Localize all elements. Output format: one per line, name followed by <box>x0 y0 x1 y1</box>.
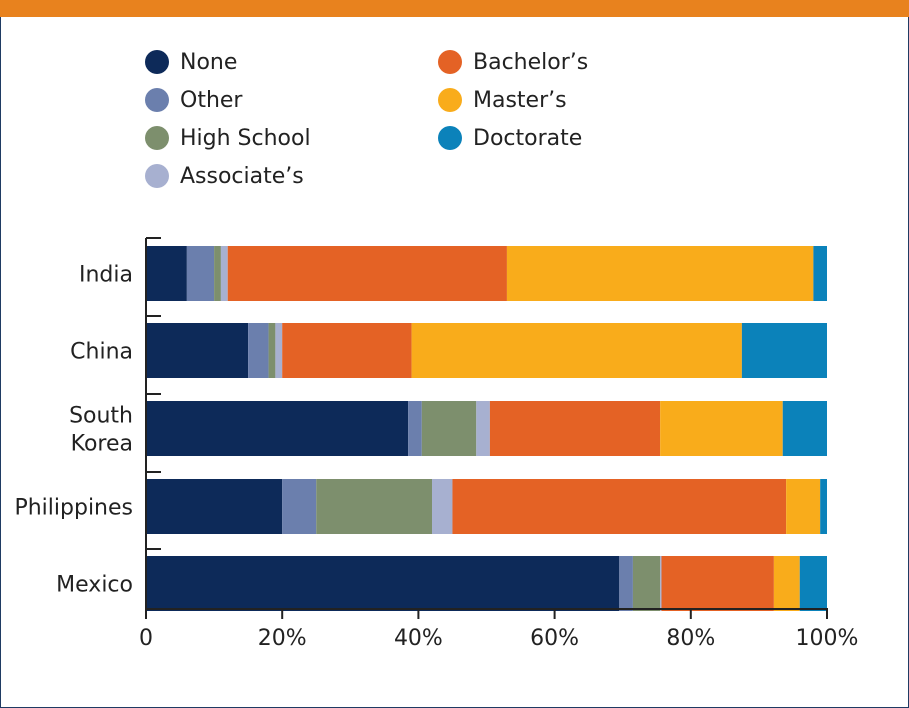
bar-segment <box>282 479 317 534</box>
bar-segment <box>619 556 633 611</box>
category-label: Mexico <box>56 573 133 598</box>
bar-segment <box>411 323 742 378</box>
x-tick-label: 0 <box>139 626 153 651</box>
bar-segment <box>661 556 774 611</box>
x-tick-label: 80% <box>666 626 715 651</box>
legend-item: High School <box>145 124 311 152</box>
bar-segment <box>146 323 249 378</box>
bar-segment <box>432 479 453 534</box>
bar-segment <box>220 246 228 301</box>
bar-segment <box>214 246 221 301</box>
legend-item: Bachelor’s <box>438 48 588 76</box>
bar-segment <box>476 401 490 456</box>
bar-segment <box>268 323 276 378</box>
bar-segment <box>489 401 661 456</box>
legend-item: Associate’s <box>145 162 304 190</box>
category-label: Korea <box>71 432 133 457</box>
bar-segment <box>660 401 783 456</box>
legend-swatch <box>438 126 462 150</box>
legend-swatch <box>145 164 169 188</box>
category-label: South <box>69 404 133 429</box>
legend-label: Doctorate <box>473 125 583 151</box>
x-tick-label: 20% <box>258 626 307 651</box>
bar-segment <box>146 479 283 534</box>
bar-segment <box>782 401 827 456</box>
bar-segment <box>186 246 215 301</box>
legend-label: None <box>180 49 238 75</box>
legend-label: Bachelor’s <box>473 49 589 75</box>
legend-swatch <box>145 50 169 74</box>
legend-label: Master’s <box>473 87 567 113</box>
category-label: India <box>79 263 133 288</box>
bar-segment <box>421 401 477 456</box>
legend-label: Other <box>180 87 243 113</box>
category-label: Philippines <box>14 496 133 521</box>
bar-segment <box>813 246 827 301</box>
legend-item: Doctorate <box>438 124 582 152</box>
legend-item: None <box>145 48 237 76</box>
bar-segment <box>773 556 800 611</box>
bar-segment <box>146 401 409 456</box>
bar-segment <box>786 479 821 534</box>
bar-segment <box>146 556 620 611</box>
chart-legend: None Other High School Associate’s Bachelor’… <box>145 48 645 198</box>
bar-segment <box>248 323 269 378</box>
bar-segment <box>282 323 412 378</box>
bar-segment <box>275 323 283 378</box>
x-tick-label: 40% <box>394 626 443 651</box>
bar-segment <box>741 323 827 378</box>
legend-swatch <box>145 126 169 150</box>
legend-label: Associate’s <box>180 163 304 189</box>
legend-item: Master’s <box>438 86 567 114</box>
bar-segment <box>799 556 827 611</box>
legend-swatch <box>438 88 462 112</box>
bar-segment <box>316 479 433 534</box>
top-accent-bar <box>0 0 909 17</box>
bar-segment <box>452 479 787 534</box>
bar-segment <box>227 246 507 301</box>
legend-item: Other <box>145 86 242 114</box>
bar-segment <box>506 246 814 301</box>
category-label: China <box>70 340 133 365</box>
bar-segment <box>660 556 662 611</box>
bar-segment <box>146 246 187 301</box>
legend-swatch <box>145 88 169 112</box>
bar-segment <box>632 556 661 611</box>
bar-segment <box>408 401 422 456</box>
bar-segment <box>820 479 827 534</box>
legend-swatch <box>438 50 462 74</box>
x-tick-label: 60% <box>530 626 579 651</box>
legend-label: High School <box>180 125 311 151</box>
x-tick-label: 100% <box>796 626 859 651</box>
